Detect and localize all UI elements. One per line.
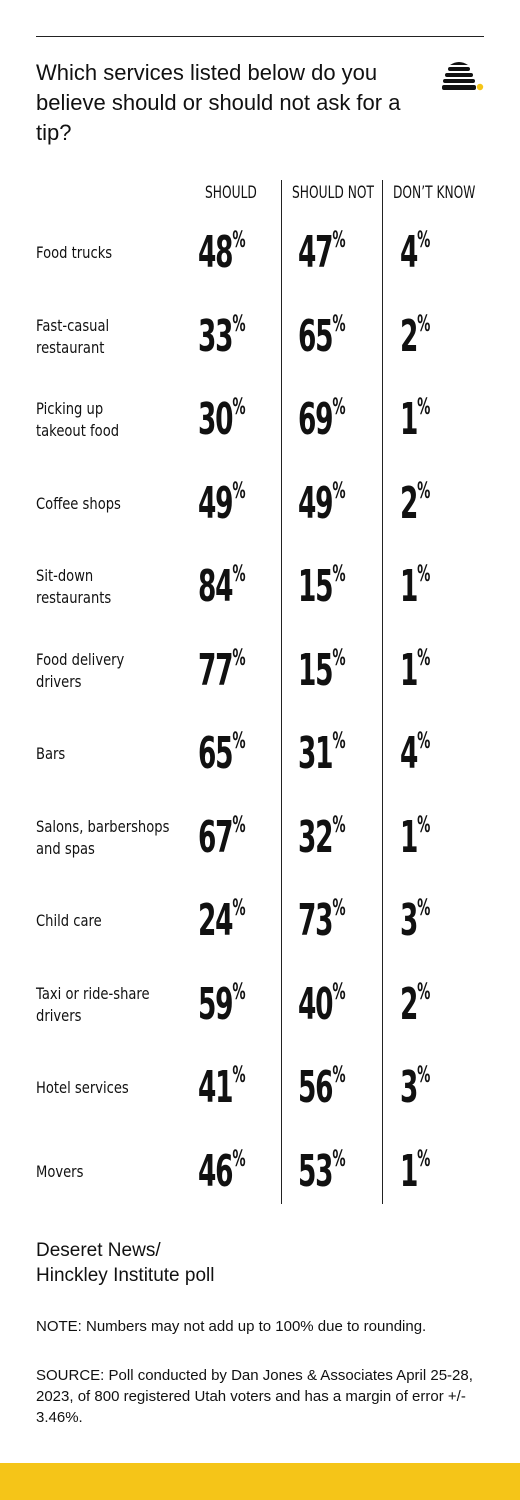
value-should-not: 32% — [298, 811, 346, 863]
value-dont-know: 3% — [400, 1062, 431, 1113]
value-should: 33% — [198, 310, 246, 362]
value-should-not: 53% — [298, 1145, 346, 1197]
value-should: 24% — [198, 895, 246, 946]
row-label: Salons, barbershops and spas — [36, 816, 170, 858]
chart-title: Which services listed below do you belie… — [36, 60, 401, 145]
row-label: Child care — [36, 911, 102, 930]
table-row: Food trucks 48% 47% 4% — [0, 223, 520, 283]
value-should: 67% — [198, 811, 246, 863]
row-label: Picking up takeout food — [36, 399, 120, 440]
value-should-not: 49% — [298, 477, 346, 529]
value-should-not: 47% — [298, 227, 346, 278]
value-dont-know: 1% — [400, 644, 431, 696]
row-label: Food delivery drivers — [36, 649, 125, 691]
row-label: Coffee shops — [36, 493, 121, 513]
value-dont-know: 1% — [400, 811, 431, 863]
table-row: Taxi or ride-share drivers 59% 40% 2% — [0, 975, 520, 1035]
table-row: Child care 24% 73% 3% — [0, 891, 520, 951]
value-dont-know: 2% — [400, 978, 431, 1030]
table-row: Sit-down restaurants 84% 15% 1% — [0, 557, 520, 617]
column-header-dont-know: DON’T KNOW — [393, 183, 476, 203]
table-row: Food delivery drivers 77% 15% 1% — [0, 641, 520, 701]
row-label: Fast-casual restaurant — [36, 315, 110, 357]
row-label: Movers — [36, 1161, 84, 1181]
column-header-should-not: SHOULD NOT — [292, 183, 374, 203]
value-should-not: 15% — [298, 561, 346, 612]
value-should-not: 69% — [298, 394, 346, 445]
publisher-line-2: Hinckley Institute poll — [36, 1265, 215, 1286]
value-dont-know: 2% — [400, 310, 431, 362]
value-should: 84% — [198, 561, 246, 612]
top-rule — [36, 36, 484, 37]
row-label: Food trucks — [36, 243, 113, 262]
row-label: Bars — [36, 744, 66, 763]
value-should: 41% — [198, 1062, 246, 1113]
value-dont-know: 1% — [400, 561, 431, 612]
table-row: Hotel services 41% 56% 3% — [0, 1058, 520, 1118]
value-dont-know: 1% — [400, 1145, 431, 1197]
row-label: Hotel services — [36, 1078, 129, 1097]
value-dont-know: 2% — [400, 477, 431, 529]
table-row: Bars 65% 31% 4% — [0, 724, 520, 784]
row-label: Taxi or ride-share drivers — [36, 983, 150, 1025]
footer-accent-bar — [0, 1463, 520, 1500]
value-should: 65% — [198, 728, 246, 779]
value-should-not: 15% — [298, 644, 346, 696]
value-should-not: 65% — [298, 310, 346, 362]
table-row: Picking up takeout food 30% 69% 1% — [0, 390, 520, 450]
table-row: Fast-casual restaurant 33% 65% 2% — [0, 307, 520, 367]
logo-dot — [476, 83, 484, 91]
value-should-not: 40% — [298, 978, 346, 1030]
value-should: 49% — [198, 477, 246, 529]
value-should: 77% — [198, 644, 246, 696]
publisher-line-1: Deseret News/ — [36, 1240, 161, 1261]
value-should: 46% — [198, 1145, 246, 1197]
table-row: Movers 46% 53% 1% — [0, 1142, 520, 1202]
value-should: 30% — [198, 394, 246, 445]
column-divider-1 — [281, 180, 282, 1204]
row-label: Sit-down restaurants — [36, 566, 112, 607]
source-text: SOURCE: Poll conducted by Dan Jones & As… — [36, 1367, 473, 1426]
value-dont-know: 1% — [400, 394, 431, 445]
value-should-not: 73% — [298, 895, 346, 946]
value-dont-know: 4% — [400, 227, 431, 278]
value-should-not: 56% — [298, 1062, 346, 1113]
table-row: Salons, barbershops and spas 67% 32% 1% — [0, 808, 520, 868]
note-text: NOTE: Numbers may not add up to 100% due… — [36, 1318, 427, 1335]
value-should-not: 31% — [298, 728, 346, 779]
value-should: 59% — [198, 978, 246, 1030]
value-should: 48% — [198, 227, 246, 278]
beehive-icon — [442, 62, 484, 91]
table-row: Coffee shops 49% 49% 2% — [0, 474, 520, 534]
value-dont-know: 4% — [400, 728, 431, 779]
publisher-credit: Deseret News/ Hinckley Institute poll — [36, 1238, 214, 1288]
column-header-should: SHOULD — [205, 183, 257, 203]
column-divider-2 — [382, 180, 383, 1204]
value-dont-know: 3% — [400, 895, 431, 946]
